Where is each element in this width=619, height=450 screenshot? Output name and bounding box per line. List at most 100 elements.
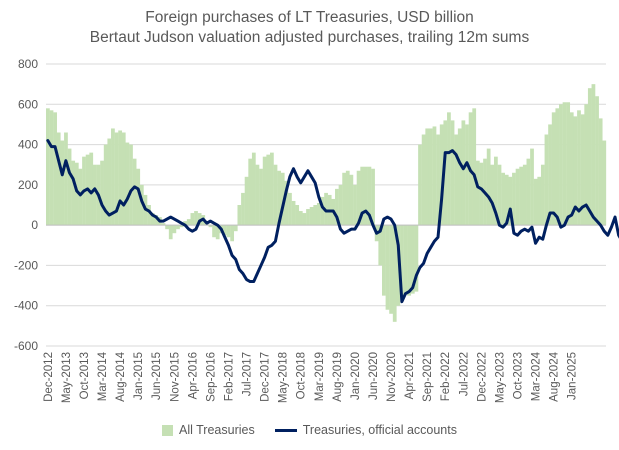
bar-all-treasuries [46, 108, 50, 226]
bar-all-treasuries [306, 209, 310, 226]
bar-all-treasuries [53, 112, 57, 226]
x-tick-label: Jan-2025 [567, 352, 579, 400]
bar-all-treasuries [367, 166, 372, 226]
bar-all-treasuries [479, 162, 484, 226]
bar-all-treasuries [562, 102, 567, 226]
legend-label: All Treasuries [179, 423, 255, 437]
bar-all-treasuries [472, 108, 477, 226]
x-tick-label: Aug-2019 [332, 352, 344, 402]
bar-all-treasuries [49, 110, 54, 226]
x-tick-label: Nov-2020 [386, 352, 398, 402]
bar-all-treasuries [515, 168, 520, 226]
bar-all-treasuries [266, 154, 271, 226]
bar-all-treasuries [168, 225, 173, 240]
bar-all-treasuries [450, 120, 455, 226]
legend-item-official-accounts: Treasuries, official accounts [274, 423, 457, 437]
bar-all-treasuries [147, 205, 151, 226]
legend-swatch-bar [162, 424, 173, 436]
x-tick-label: Aug-2024 [549, 351, 561, 401]
x-tick-label: Dec-2017 [260, 352, 272, 402]
x-tick-label: Sep-2016 [205, 352, 217, 402]
bar-all-treasuries [598, 118, 603, 226]
bar-all-treasuries [587, 88, 592, 226]
x-tick-label: Mar-2014 [97, 351, 109, 401]
bar-all-treasuries [512, 172, 516, 226]
bar-all-treasuries [291, 200, 296, 226]
bar-all-treasuries [353, 184, 357, 226]
bar-all-treasuries [522, 164, 527, 226]
bar-all-treasuries [176, 225, 180, 230]
bar-all-treasuries [89, 152, 94, 226]
y-tick-label: 400 [18, 138, 38, 152]
bar-all-treasuries [313, 205, 318, 226]
x-tick-label: Oct-2018 [296, 352, 308, 399]
bar-all-treasuries [270, 152, 274, 226]
bar-all-treasuries [129, 144, 133, 226]
bar-all-treasuries [360, 166, 365, 226]
bar-all-treasuries [111, 128, 115, 226]
x-tick-label: Apr-2021 [404, 352, 416, 399]
bar-all-treasuries [533, 178, 538, 226]
bar-all-treasuries [262, 156, 267, 226]
bar-all-treasuries [342, 172, 347, 226]
x-tick-label: Jul-2022 [458, 352, 470, 396]
bar-all-treasuries [208, 225, 213, 228]
bar-all-treasuries [103, 144, 108, 226]
bar-all-treasuries [569, 112, 574, 226]
bar-all-treasuries [363, 166, 368, 226]
bar-all-treasuries [74, 162, 79, 226]
bar-all-treasuries [255, 164, 260, 226]
bar-all-treasuries [475, 160, 480, 226]
bar-all-treasuries [100, 160, 104, 226]
bar-all-treasuries [288, 192, 292, 226]
x-tick-label: Jun-2015 [151, 352, 163, 400]
bar-all-treasuries [447, 112, 451, 226]
bar-all-treasuries [64, 132, 68, 226]
bar-all-treasuries [378, 225, 383, 266]
series-line-official-accounts [46, 139, 619, 304]
bar-all-treasuries [154, 215, 159, 226]
bar-all-treasuries [280, 172, 285, 226]
bar-all-treasuries [602, 140, 607, 226]
bar-all-treasuries [114, 132, 119, 226]
bar-all-treasuries [389, 225, 393, 314]
bar-all-treasuries [132, 158, 137, 226]
bar-all-treasuries [501, 172, 505, 226]
bar-all-treasuries [71, 160, 76, 226]
x-tick-label: Dec-2012 [43, 352, 55, 402]
bar-all-treasuries [335, 188, 339, 226]
x-tick-label: May-2013 [61, 352, 73, 403]
bar-all-treasuries [139, 184, 144, 226]
x-tick-label: May-2018 [278, 352, 290, 403]
y-tick-label: 200 [18, 178, 38, 192]
chart-title: Foreign purchases of LT Treasuries, USD … [145, 9, 474, 26]
x-tick-label: Mar-2024 [531, 351, 543, 401]
bar-all-treasuries [577, 110, 581, 226]
bar-all-treasuries [454, 134, 459, 226]
bar-all-treasuries [298, 211, 303, 226]
bar-all-treasuries [591, 84, 596, 226]
bar-all-treasuries [284, 180, 289, 226]
x-tick-label: Sep-2021 [422, 352, 434, 402]
bar-all-treasuries [67, 148, 72, 226]
bar-all-treasuries [382, 225, 386, 296]
bar-all-treasuries [573, 116, 578, 226]
bar-all-treasuries [504, 174, 509, 226]
bar-all-treasuries [345, 170, 350, 226]
x-tick-label: Jul-2017 [242, 352, 254, 396]
bar-all-treasuries [186, 219, 191, 226]
bar-all-treasuries [544, 134, 549, 226]
x-tick-label: Feb-2017 [223, 352, 235, 401]
bar-all-treasuries [410, 225, 415, 294]
bar-all-treasuries [465, 124, 469, 226]
x-tick-label: Dec-2022 [476, 352, 488, 402]
x-tick-label: Oct-2013 [79, 352, 91, 399]
bar-all-treasuries [439, 124, 444, 226]
x-tick-label: Mar-2019 [314, 352, 326, 401]
x-tick-label: Jun-2020 [368, 352, 380, 400]
bar-all-treasuries [338, 184, 343, 226]
bar-all-treasuries [309, 207, 314, 226]
bar-all-treasuries [551, 112, 556, 226]
